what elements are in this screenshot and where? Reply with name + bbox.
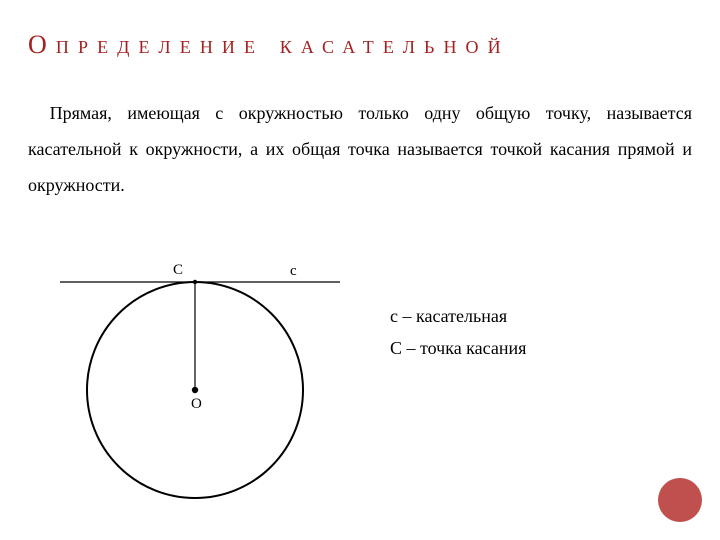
slide: Определение касательной Прямая, имеющая … [0, 0, 720, 540]
diagram-svg: O C c [40, 250, 360, 510]
definition-paragraph: Прямая, имеющая с окружностью только одн… [28, 95, 692, 203]
legend-line-c: c – касательная [390, 300, 526, 332]
line-label: c [290, 263, 297, 279]
decorative-circle-icon [658, 478, 702, 522]
center-dot [192, 387, 198, 393]
tangent-diagram: O C c [40, 250, 360, 510]
tangent-point-label: C [173, 262, 183, 278]
page-title: Определение касательной [28, 30, 692, 60]
tangent-point-dot [193, 280, 197, 284]
legend: c – касательная C – точка касания [390, 300, 526, 365]
legend-point-c: C – точка касания [390, 332, 526, 364]
center-label: O [191, 396, 202, 412]
